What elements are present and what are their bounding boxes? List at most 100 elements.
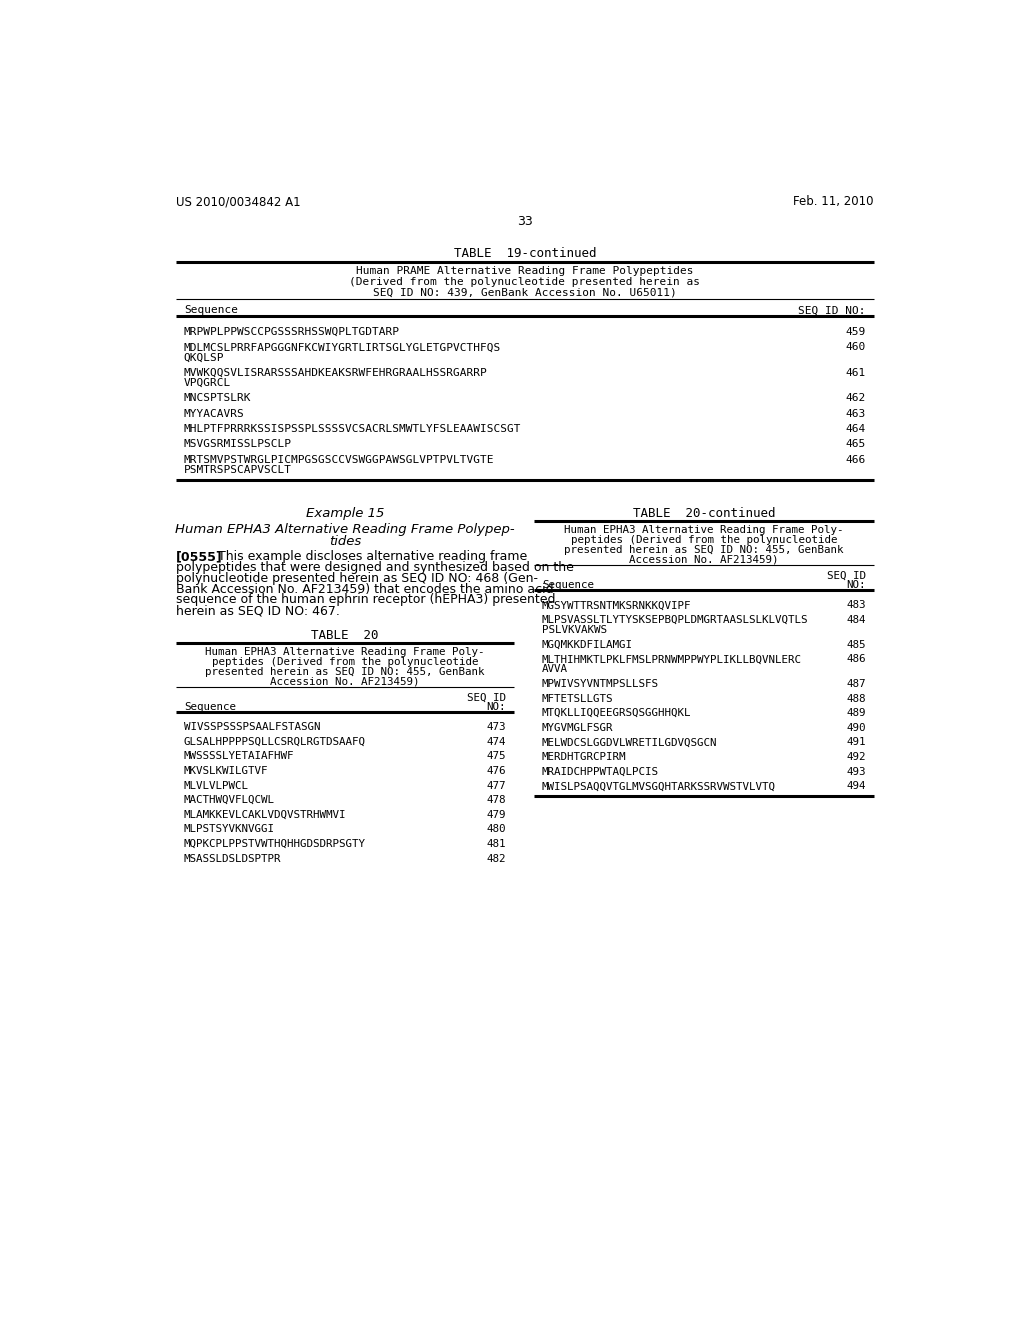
Text: 490: 490 <box>846 723 866 733</box>
Text: SEQ ID NO:: SEQ ID NO: <box>799 305 866 315</box>
Text: SEQ ID NO: 439, GenBank Accession No. U65011): SEQ ID NO: 439, GenBank Accession No. U6… <box>373 288 677 298</box>
Text: MTQKLLIQQEEGRSQSGGHHQKL: MTQKLLIQQEEGRSQSGGHHQKL <box>542 708 691 718</box>
Text: 476: 476 <box>486 766 506 776</box>
Text: 491: 491 <box>846 738 866 747</box>
Text: 463: 463 <box>846 409 866 418</box>
Text: 474: 474 <box>486 737 506 747</box>
Text: MYGVMGLFSGR: MYGVMGLFSGR <box>542 723 613 733</box>
Text: NO:: NO: <box>486 702 506 711</box>
Text: 33: 33 <box>517 215 532 227</box>
Text: presented herein as SEQ ID NO: 455, GenBank: presented herein as SEQ ID NO: 455, GenB… <box>564 545 844 554</box>
Text: MSASSLDSLDSPTPR: MSASSLDSLDSPTPR <box>183 854 282 863</box>
Text: MLAMKKEVLCAKLVDQVSTRHWMVI: MLAMKKEVLCAKLVDQVSTRHWMVI <box>183 810 346 820</box>
Text: MPWIVSYVNTMPSLLSFS: MPWIVSYVNTMPSLLSFS <box>542 678 658 689</box>
Text: 486: 486 <box>846 655 866 664</box>
Text: PSMTRSPSCAPVSCLT: PSMTRSPSCAPVSCLT <box>183 465 292 475</box>
Text: 485: 485 <box>846 640 866 649</box>
Text: Feb. 11, 2010: Feb. 11, 2010 <box>793 195 873 209</box>
Text: 477: 477 <box>486 780 506 791</box>
Text: MLPSTSYVKNVGGI: MLPSTSYVKNVGGI <box>183 825 274 834</box>
Text: SEQ ID: SEQ ID <box>467 693 506 702</box>
Text: MFTETSLLGTS: MFTETSLLGTS <box>542 693 613 704</box>
Text: NO:: NO: <box>846 581 866 590</box>
Text: MDLMCSLPRRFAPGGGNFKCWIYGRTLIRTSGLYGLETGPVCTHFQS: MDLMCSLPRRFAPGGGNFKCWIYGRTLIRTSGLYGLETGP… <box>183 342 501 352</box>
Text: QKQLSP: QKQLSP <box>183 352 224 363</box>
Text: Human EPHA3 Alternative Reading Frame Polypep-: Human EPHA3 Alternative Reading Frame Po… <box>175 523 515 536</box>
Text: 460: 460 <box>846 342 866 352</box>
Text: 479: 479 <box>486 810 506 820</box>
Text: 465: 465 <box>846 440 866 449</box>
Text: tides: tides <box>329 535 361 548</box>
Text: AVVA: AVVA <box>542 664 568 675</box>
Text: (Derived from the polynucleotide presented herein as: (Derived from the polynucleotide present… <box>349 277 700 286</box>
Text: MKVSLKWILGTVF: MKVSLKWILGTVF <box>183 766 268 776</box>
Text: 494: 494 <box>846 781 866 791</box>
Text: 478: 478 <box>486 795 506 805</box>
Text: 473: 473 <box>486 722 506 733</box>
Text: TABLE  19-continued: TABLE 19-continued <box>454 247 596 260</box>
Text: MYYACAVRS: MYYACAVRS <box>183 409 245 418</box>
Text: polypeptides that were designed and synthesized based on the: polypeptides that were designed and synt… <box>176 561 573 574</box>
Text: 480: 480 <box>486 825 506 834</box>
Text: 483: 483 <box>846 601 866 610</box>
Text: MSVGSRMISSLPSCLP: MSVGSRMISSLPSCLP <box>183 440 292 449</box>
Text: GLSALHPPPPSQLLCSRQLRGTDSAAFQ: GLSALHPPPPSQLLCSRQLRGTDSAAFQ <box>183 737 366 747</box>
Text: 487: 487 <box>846 678 866 689</box>
Text: Bank Accession No. AF213459) that encodes the amino acid: Bank Accession No. AF213459) that encode… <box>176 582 554 595</box>
Text: 462: 462 <box>846 393 866 403</box>
Text: [0555]: [0555] <box>176 550 223 564</box>
Text: Sequence: Sequence <box>183 702 236 711</box>
Text: Human EPHA3 Alternative Reading Frame Poly-: Human EPHA3 Alternative Reading Frame Po… <box>205 647 484 656</box>
Text: VPQGRCL: VPQGRCL <box>183 378 231 388</box>
Text: 461: 461 <box>846 368 866 378</box>
Text: WIVSSPSSSPSAALFSTASGN: WIVSSPSSSPSAALFSTASGN <box>183 722 321 733</box>
Text: 475: 475 <box>486 751 506 762</box>
Text: MWSSSSLYETAIAFHWF: MWSSSSLYETAIAFHWF <box>183 751 294 762</box>
Text: SEQ ID: SEQ ID <box>826 572 866 581</box>
Text: 489: 489 <box>846 708 866 718</box>
Text: Human PRAME Alternative Reading Frame Polypeptides: Human PRAME Alternative Reading Frame Po… <box>356 267 693 276</box>
Text: herein as SEQ ID NO: 467.: herein as SEQ ID NO: 467. <box>176 605 340 618</box>
Text: MGSYWTTRSNTMKSRNKKQVIPF: MGSYWTTRSNTMKSRNKKQVIPF <box>542 601 691 610</box>
Text: US 2010/0034842 A1: US 2010/0034842 A1 <box>176 195 301 209</box>
Text: 482: 482 <box>486 854 506 863</box>
Text: MLVLVLPWCL: MLVLVLPWCL <box>183 780 249 791</box>
Text: polynucleotide presented herein as SEQ ID NO: 468 (Gen-: polynucleotide presented herein as SEQ I… <box>176 572 538 585</box>
Text: Accession No. AF213459): Accession No. AF213459) <box>270 677 420 686</box>
Text: Accession No. AF213459): Accession No. AF213459) <box>629 554 778 565</box>
Text: MGQMKKDFILAMGI: MGQMKKDFILAMGI <box>542 640 633 649</box>
Text: MERDHTGRCPIRM: MERDHTGRCPIRM <box>542 752 627 762</box>
Text: MQPKCPLPPSTVWTHQHHGDSDRPSGTY: MQPKCPLPPSTVWTHQHHGDSDRPSGTY <box>183 840 366 849</box>
Text: Sequence: Sequence <box>542 581 594 590</box>
Text: peptides (Derived from the polynucleotide: peptides (Derived from the polynucleotid… <box>570 535 837 545</box>
Text: MHLPTFPRRRKSSISPSSPLSSSSVCSACRLSMWTLYFSLEAAWISCSGT: MHLPTFPRRRKSSISPSSPLSSSSVCSACRLSMWTLYFSL… <box>183 424 521 434</box>
Text: 492: 492 <box>846 752 866 762</box>
Text: 464: 464 <box>846 424 866 434</box>
Text: MLTHIHMKTLPKLFMSLPRNWMPPWYPLIKLLBQVNLERC: MLTHIHMKTLPKLFMSLPRNWMPPWYPLIKLLBQVNLERC <box>542 655 802 664</box>
Text: presented herein as SEQ ID NO: 455, GenBank: presented herein as SEQ ID NO: 455, GenB… <box>205 667 484 677</box>
Text: MRTSMVPSTWRGLPICMPGSGSCCVSWGGPAWSGLVPTPVLTVGTE: MRTSMVPSTWRGLPICMPGSGSCCVSWGGPAWSGLVPTPV… <box>183 455 495 465</box>
Text: 459: 459 <box>846 327 866 337</box>
Text: PSLVKVAKWS: PSLVKVAKWS <box>542 626 607 635</box>
Text: MLPSVASSLTLYTYSKSEPBQPLDMGRTAASLSLKLVQTLS: MLPSVASSLTLYTYSKSEPBQPLDMGRTAASLSLKLVQTL… <box>542 615 808 624</box>
Text: 466: 466 <box>846 455 866 465</box>
Text: MVWKQQSVLISRARSSSAHDKEAKSRWFEHRGRAALHSSRGARRP: MVWKQQSVLISRARSSSAHDKEAKSRWFEHRGRAALHSSR… <box>183 368 487 378</box>
Text: TABLE  20-continued: TABLE 20-continued <box>633 507 775 520</box>
Text: MRPWPLPPWSCCPGSSSRHSSWQPLTGDTARP: MRPWPLPPWSCCPGSSSRHSSWQPLTGDTARP <box>183 327 399 337</box>
Text: MACTHWQVFLQCWL: MACTHWQVFLQCWL <box>183 795 274 805</box>
Text: This example discloses alternative reading frame: This example discloses alternative readi… <box>210 550 527 564</box>
Text: MRAIDCHPPWTAQLPCIS: MRAIDCHPPWTAQLPCIS <box>542 767 658 776</box>
Text: 481: 481 <box>486 840 506 849</box>
Text: Sequence: Sequence <box>183 305 238 315</box>
Text: 493: 493 <box>846 767 866 776</box>
Text: 484: 484 <box>846 615 866 624</box>
Text: MNCSPTSLRK: MNCSPTSLRK <box>183 393 251 403</box>
Text: Example 15: Example 15 <box>306 507 384 520</box>
Text: MELWDCSLGGDVLWRETILGDVQSGCN: MELWDCSLGGDVLWRETILGDVQSGCN <box>542 738 718 747</box>
Text: TABLE  20: TABLE 20 <box>311 628 379 642</box>
Text: Human EPHA3 Alternative Reading Frame Poly-: Human EPHA3 Alternative Reading Frame Po… <box>564 525 844 535</box>
Text: peptides (Derived from the polynucleotide: peptides (Derived from the polynucleotid… <box>212 656 478 667</box>
Text: 488: 488 <box>846 693 866 704</box>
Text: sequence of the human ephrin receptor (hEPHA3) presented: sequence of the human ephrin receptor (h… <box>176 594 556 606</box>
Text: MWISLPSAQQVTGLMVSGQHTARKSSRVWSTVLVTQ: MWISLPSAQQVTGLMVSGQHTARKSSRVWSTVLVTQ <box>542 781 776 791</box>
